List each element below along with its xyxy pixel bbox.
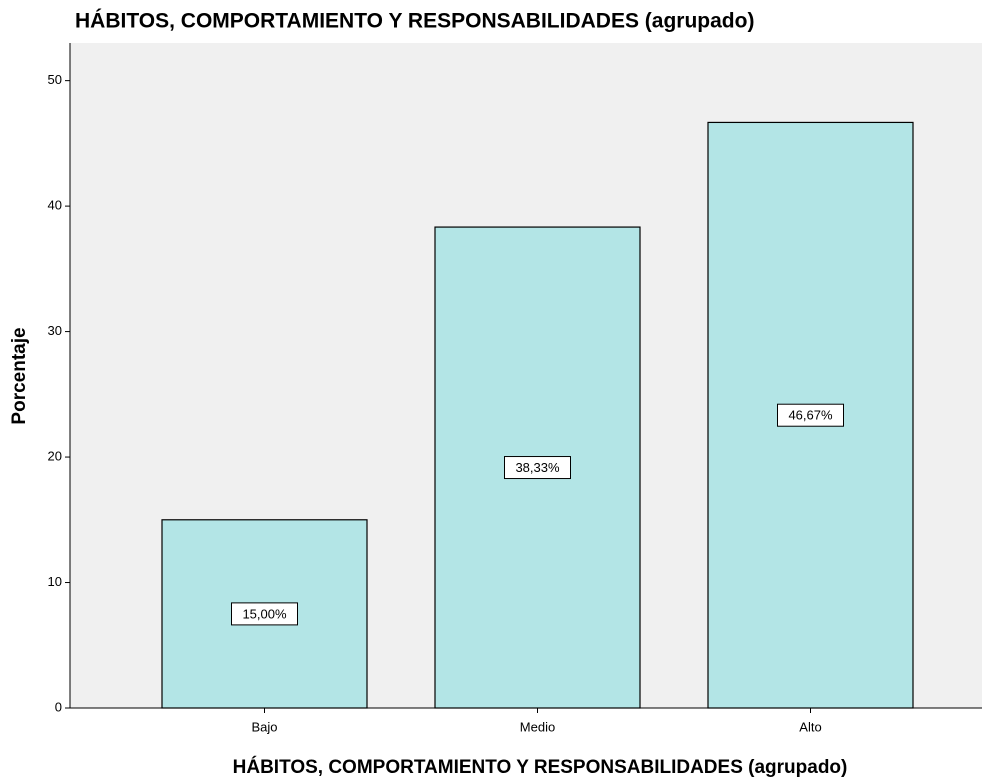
y-axis-title: Porcentaje — [9, 327, 30, 424]
value-label-box — [504, 456, 571, 480]
x-tick-label: Bajo — [251, 719, 277, 734]
x-tick-label: Medio — [520, 719, 555, 734]
value-label: 46,67% — [788, 408, 833, 423]
y-tick-label: 20 — [48, 448, 62, 463]
x-tick-label: Alto — [799, 719, 821, 734]
y-tick-label: 0 — [55, 699, 62, 714]
y-tick-label: 30 — [48, 323, 62, 338]
value-label-box — [231, 602, 298, 626]
value-label: 15,00% — [242, 606, 287, 621]
y-tick-label: 50 — [48, 72, 62, 87]
value-label: 38,33% — [515, 460, 560, 475]
y-tick-label: 40 — [48, 198, 62, 213]
x-axis-title: HÁBITOS, COMPORTAMIENTO Y RESPONSABILIDA… — [233, 756, 848, 778]
y-tick-label: 10 — [48, 574, 62, 589]
chart-title: HÁBITOS, COMPORTAMIENTO Y RESPONSABILIDA… — [75, 10, 754, 33]
value-label-box — [777, 403, 844, 427]
